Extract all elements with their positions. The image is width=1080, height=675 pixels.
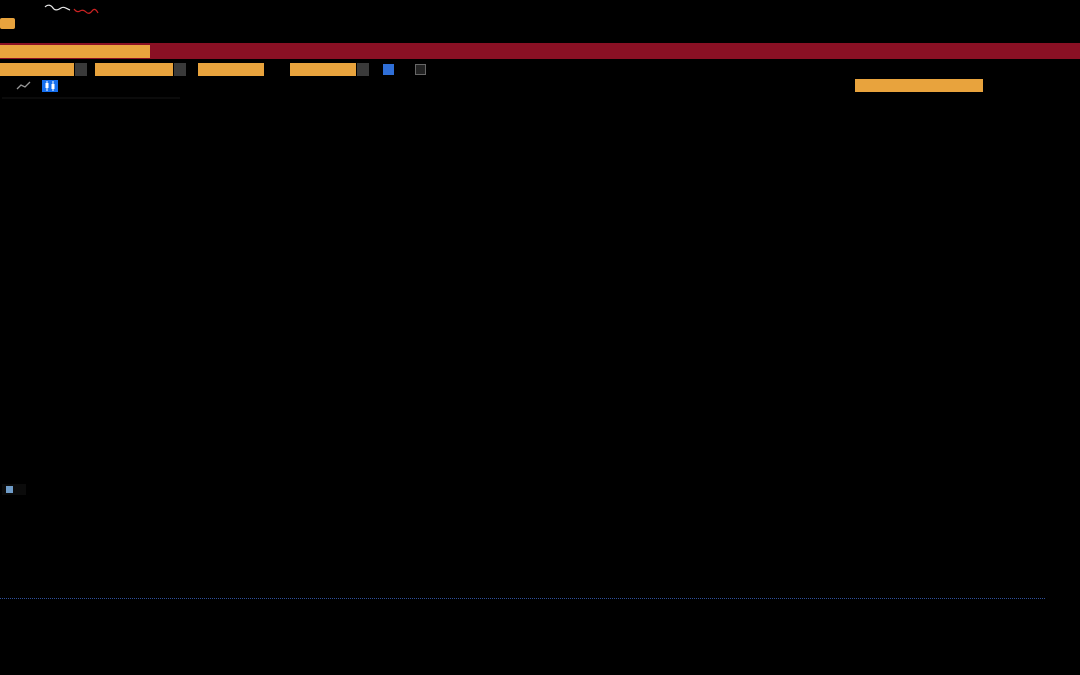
chart-area — [0, 92, 1080, 620]
line-chart-type-icon[interactable] — [16, 80, 32, 92]
chevron-down-icon[interactable] — [357, 62, 369, 76]
calendar-icon[interactable] — [174, 62, 186, 76]
add-data-input[interactable] — [855, 79, 983, 92]
chart-legend — [2, 97, 180, 99]
ticker-input[interactable] — [0, 44, 150, 58]
function-menu-bar — [0, 43, 1080, 59]
x-axis — [0, 598, 1045, 621]
calendar-icon[interactable] — [75, 62, 87, 76]
key-events-checkbox[interactable] — [415, 63, 426, 75]
chart-actions — [838, 79, 1005, 92]
volume-chart-panel[interactable] — [0, 481, 1080, 598]
sparkline-icon — [44, 4, 99, 14]
price-type-select[interactable] — [198, 62, 264, 76]
price-chart-panel[interactable] — [0, 92, 1080, 481]
chart-settings-toolbar — [0, 61, 1080, 77]
note-icon[interactable] — [0, 18, 15, 29]
security-header-line2 — [0, 16, 22, 31]
mov-avgs-checkbox[interactable] — [383, 63, 394, 75]
volume-legend — [2, 484, 27, 495]
terminal-footer — [0, 622, 1080, 675]
currency-select[interactable] — [290, 62, 356, 76]
volume-swatch-icon — [6, 486, 13, 493]
security-header-line1 — [0, 1, 134, 16]
candle-chart-type-icon[interactable] — [42, 79, 58, 92]
period-tab-bar — [0, 78, 1080, 93]
date-to-input[interactable] — [95, 62, 173, 76]
date-from-input[interactable] — [0, 62, 74, 76]
